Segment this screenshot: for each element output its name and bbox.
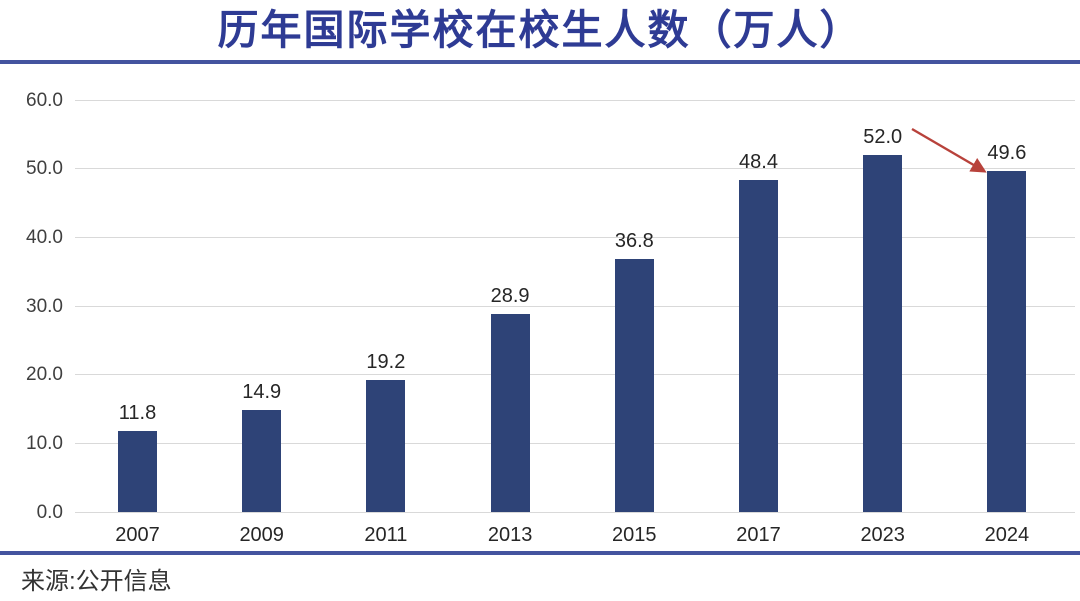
- x-axis-label: 2024: [984, 524, 1030, 546]
- bar-value-label: 52.0: [863, 125, 903, 148]
- bar-value-label: 14.9: [242, 380, 282, 403]
- gridline: [75, 374, 1075, 376]
- bar-2009: [242, 409, 282, 512]
- gridline: [75, 168, 1075, 170]
- x-axis-label: 2011: [364, 524, 408, 546]
- bar-2017: [739, 179, 778, 512]
- chart-title: 历年国际学校在校生人数（万人）: [217, 7, 863, 53]
- gridline: [75, 442, 1075, 444]
- footer-divider: [0, 551, 1080, 555]
- bar-2015: [614, 259, 654, 512]
- y-tick-label: 40.0: [26, 226, 63, 248]
- x-axis-label: 2015: [612, 524, 657, 546]
- x-axis-label: 2023: [860, 524, 905, 546]
- y-tick-label: 30.0: [26, 295, 63, 317]
- y-tick-label: 10.0: [26, 432, 63, 454]
- y-tick-label: 50.0: [26, 158, 63, 180]
- bar-value-label: 49.6: [987, 142, 1027, 165]
- bar-value-label: 19.2: [366, 351, 406, 374]
- x-axis-label: 2007: [115, 524, 160, 546]
- bar-value-label: 11.8: [118, 401, 157, 424]
- x-axis-label: 2009: [239, 524, 284, 546]
- bar-2023: [863, 154, 903, 512]
- gridline: [75, 99, 1075, 101]
- y-tick-label: 60.0: [26, 89, 63, 111]
- bar-2011: [366, 380, 406, 512]
- title-divider: [0, 60, 1080, 64]
- y-tick-label: 0.0: [36, 501, 63, 523]
- gridline: [75, 511, 1075, 513]
- y-tick-label: 20.0: [26, 364, 63, 386]
- x-axis-label: 2017: [736, 524, 781, 546]
- bar-2024: [987, 171, 1027, 512]
- bar-value-label: 48.4: [739, 150, 778, 173]
- bar-value-label: 28.9: [490, 284, 530, 307]
- source-note: 来源:公开信息: [21, 568, 172, 595]
- bar-value-label: 36.8: [614, 230, 654, 253]
- gridline: [75, 305, 1075, 307]
- bar-2007: [118, 430, 157, 512]
- bar-2013: [490, 313, 530, 512]
- decline-arrow-icon: [911, 127, 987, 173]
- gridline: [75, 236, 1075, 238]
- x-axis-label: 2013: [487, 524, 533, 546]
